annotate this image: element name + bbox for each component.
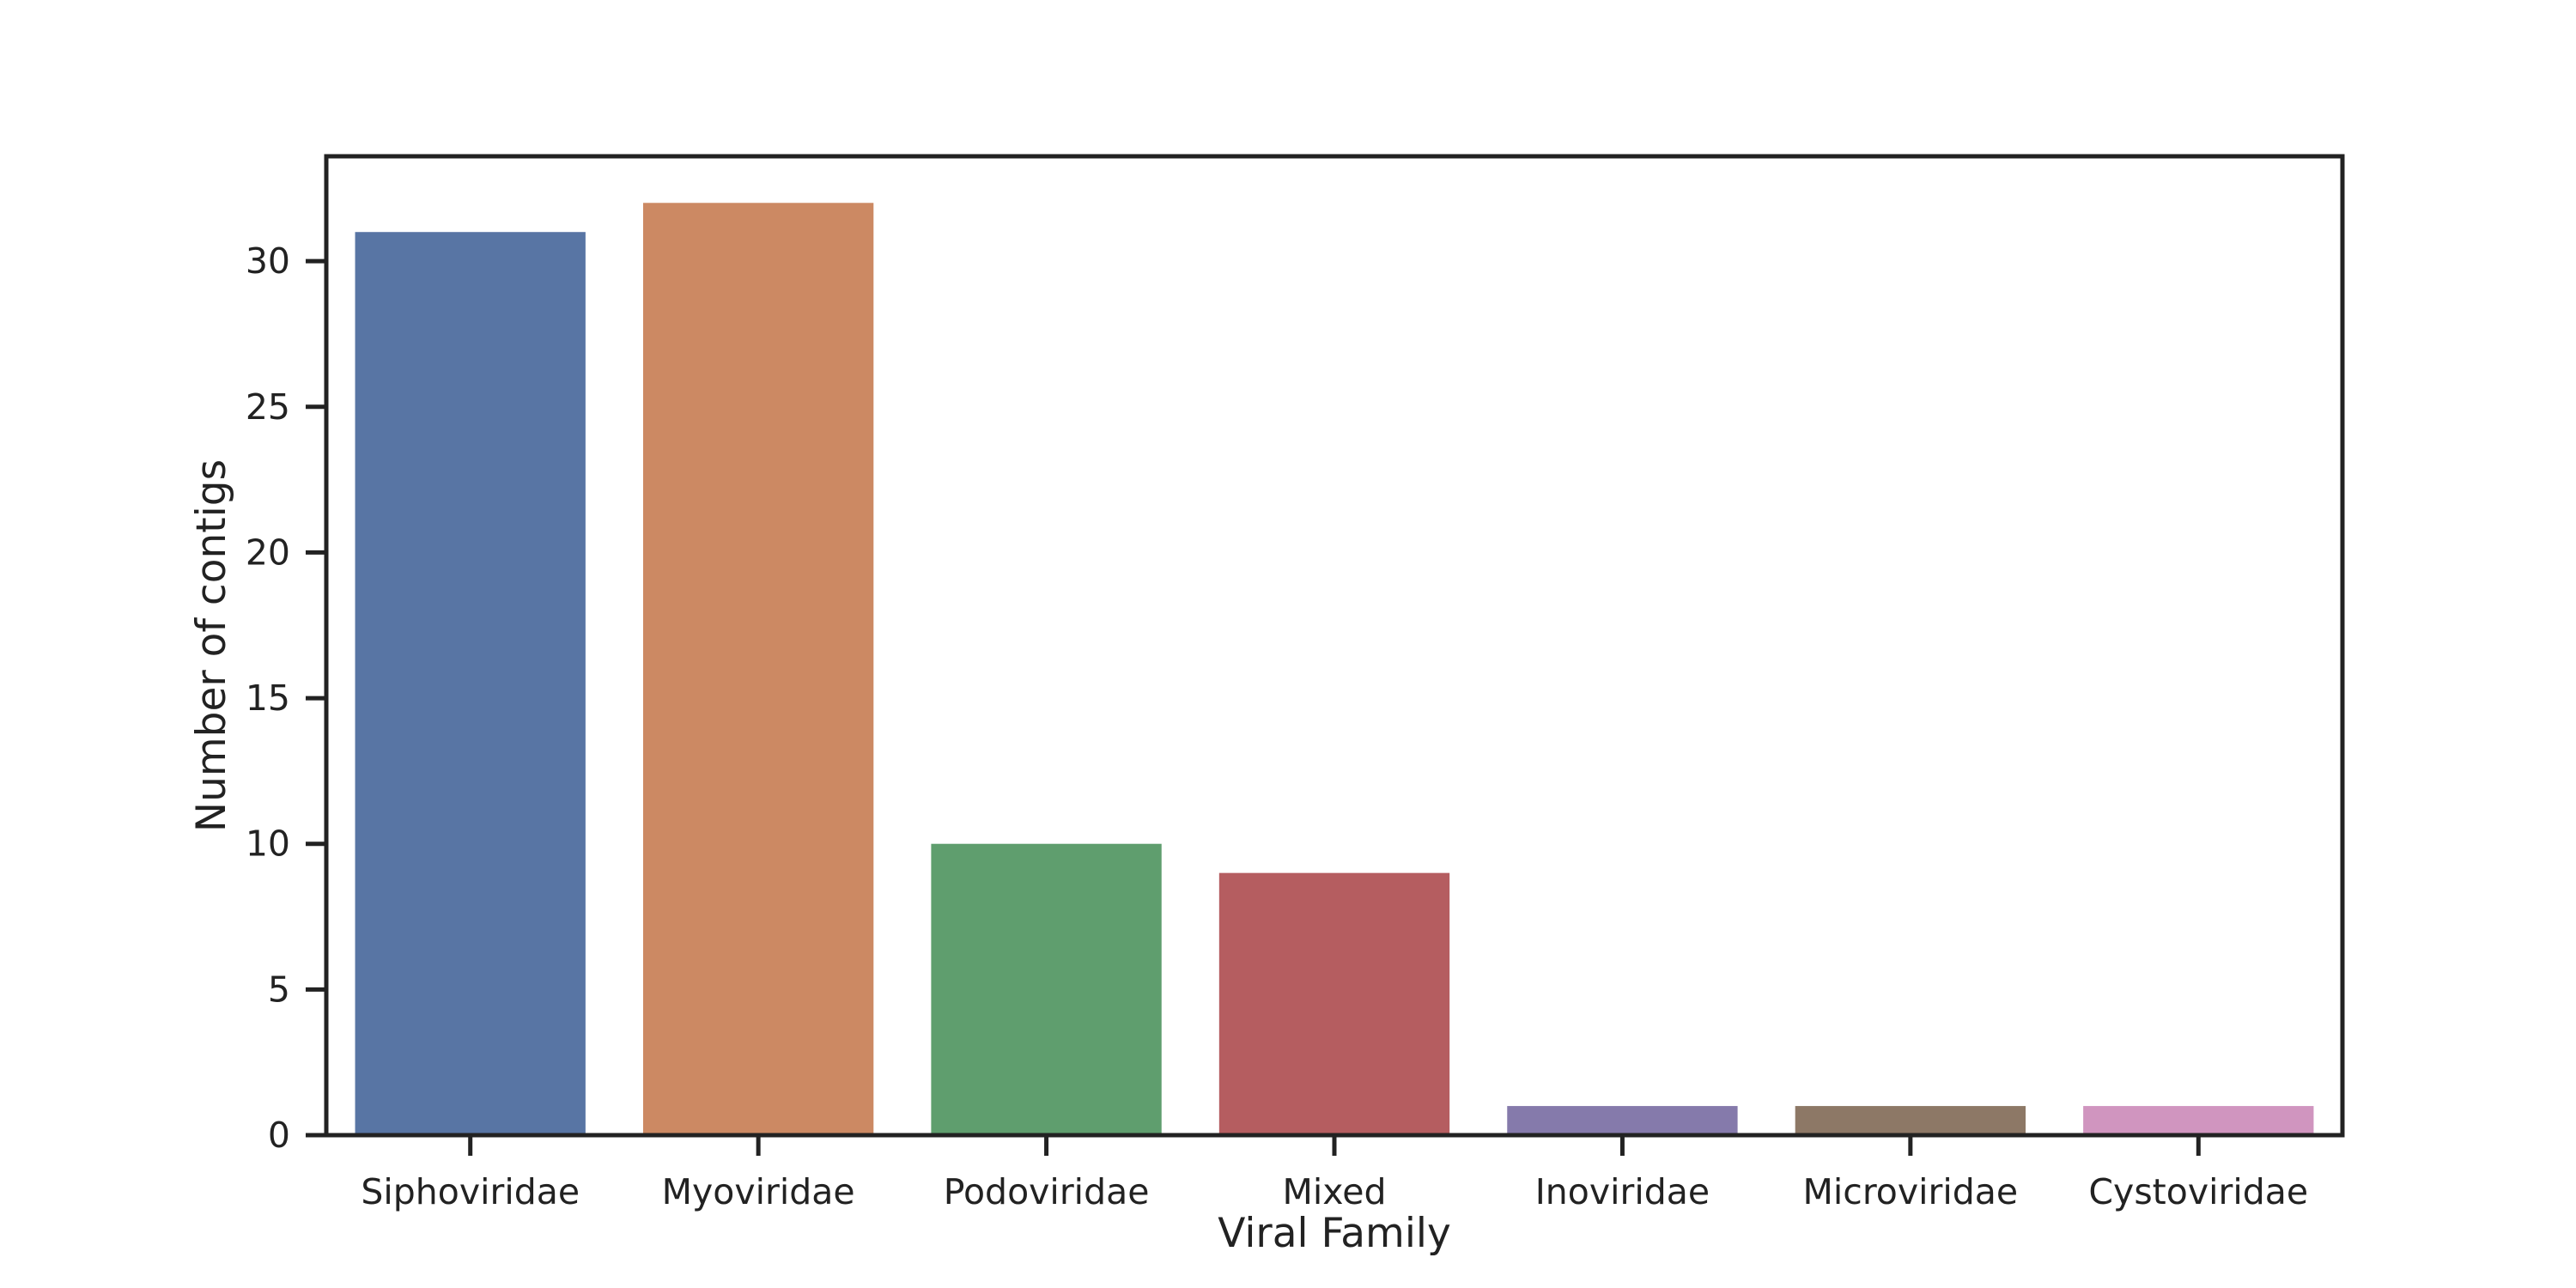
x-tick-label: Siphoviridae bbox=[361, 1171, 580, 1212]
y-tick-label: 30 bbox=[246, 240, 290, 282]
plot-frame bbox=[324, 154, 2345, 1138]
y-tick-label: 20 bbox=[246, 532, 290, 573]
x-tick-label: Mixed bbox=[1282, 1171, 1386, 1212]
bar-mixed bbox=[1218, 872, 1450, 1135]
y-tick-label: 10 bbox=[246, 823, 290, 865]
x-tick-label: Microviridae bbox=[1803, 1171, 2019, 1212]
y-axis-ticks: 0 5 10 15 20 25 30 bbox=[246, 240, 326, 1156]
y-tick-label: 0 bbox=[268, 1115, 290, 1156]
bar-myoviridae bbox=[642, 203, 874, 1135]
bar-microviridae bbox=[1795, 1106, 2026, 1135]
x-axis-title: Viral Family bbox=[1218, 1210, 1451, 1257]
y-tick-label: 15 bbox=[246, 677, 290, 719]
x-tick-label: Cystoviridae bbox=[2088, 1171, 2308, 1212]
x-axis-ticks: Siphoviridae Myoviridae Podoviridae Mixed In… bbox=[361, 1135, 2308, 1212]
bar-podoviridae bbox=[931, 843, 1162, 1135]
x-tick-label: Myoviridae bbox=[662, 1171, 855, 1212]
x-tick-label: Podoviridae bbox=[944, 1171, 1150, 1212]
y-axis-title: Number of contigs bbox=[188, 459, 235, 832]
x-tick-label: Inoviridae bbox=[1535, 1171, 1710, 1212]
y-tick-label: 25 bbox=[246, 386, 290, 428]
bar-inoviridae bbox=[1507, 1106, 1738, 1135]
bar-siphoviridae bbox=[355, 232, 586, 1135]
y-tick-label: 5 bbox=[268, 969, 290, 1010]
bar-cystoviridae bbox=[2083, 1106, 2314, 1135]
bars-group bbox=[355, 203, 2314, 1135]
